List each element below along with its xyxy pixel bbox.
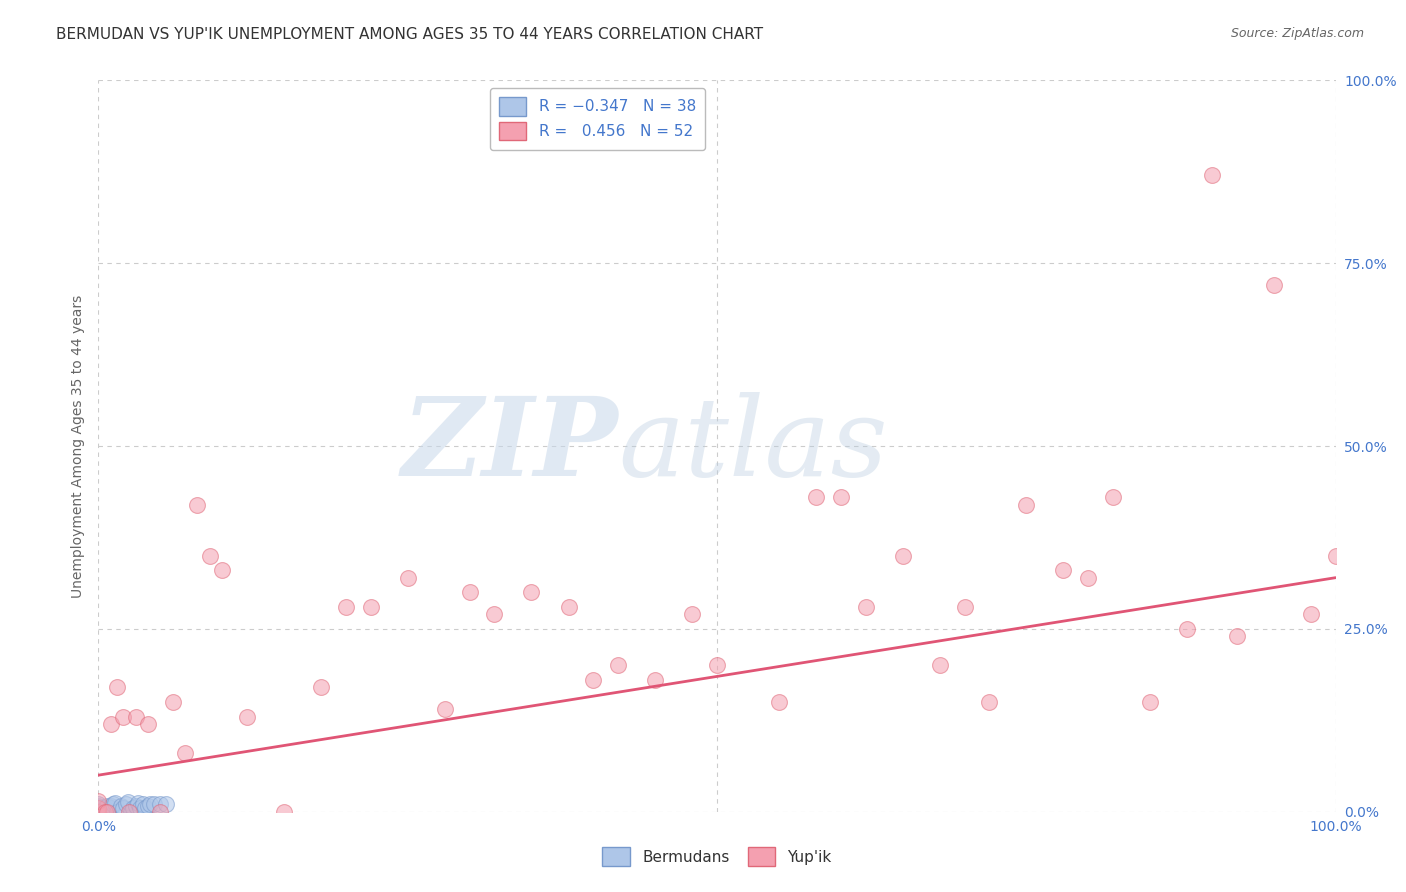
Point bbox=[110, 798, 132, 813]
Point bbox=[93, 801, 115, 815]
Point bbox=[103, 796, 125, 810]
Point bbox=[134, 801, 156, 815]
Point bbox=[100, 801, 122, 815]
Point bbox=[186, 498, 208, 512]
Point bbox=[273, 805, 295, 819]
Point bbox=[105, 681, 128, 695]
Point bbox=[484, 607, 506, 622]
Point bbox=[117, 795, 139, 809]
Point bbox=[87, 801, 110, 815]
Point bbox=[87, 799, 110, 814]
Point bbox=[309, 681, 332, 695]
Point bbox=[114, 797, 136, 812]
Point bbox=[433, 702, 456, 716]
Point bbox=[100, 798, 122, 813]
Point bbox=[87, 805, 110, 819]
Point bbox=[681, 607, 703, 622]
Legend: Bermudans, Yup'ik: Bermudans, Yup'ik bbox=[595, 839, 839, 873]
Text: Source: ZipAtlas.com: Source: ZipAtlas.com bbox=[1230, 27, 1364, 40]
Point bbox=[149, 797, 172, 812]
Point bbox=[132, 797, 155, 812]
Point bbox=[1077, 571, 1099, 585]
Point bbox=[953, 599, 976, 614]
Text: BERMUDAN VS YUP'IK UNEMPLOYMENT AMONG AGES 35 TO 44 YEARS CORRELATION CHART: BERMUDAN VS YUP'IK UNEMPLOYMENT AMONG AG… bbox=[56, 27, 763, 42]
Point bbox=[582, 673, 605, 687]
Point bbox=[1175, 622, 1198, 636]
Point bbox=[122, 801, 145, 815]
Point bbox=[87, 805, 110, 819]
Point bbox=[96, 798, 118, 813]
Point bbox=[87, 797, 110, 812]
Point bbox=[174, 746, 197, 760]
Point bbox=[87, 805, 110, 819]
Text: ZIP: ZIP bbox=[402, 392, 619, 500]
Point bbox=[979, 695, 1001, 709]
Text: atlas: atlas bbox=[619, 392, 887, 500]
Point bbox=[855, 599, 877, 614]
Point bbox=[105, 805, 128, 819]
Y-axis label: Unemployment Among Ages 35 to 44 years: Unemployment Among Ages 35 to 44 years bbox=[72, 294, 86, 598]
Point bbox=[1052, 563, 1074, 577]
Point bbox=[1102, 490, 1125, 504]
Point bbox=[143, 797, 166, 812]
Point bbox=[96, 805, 118, 819]
Point bbox=[87, 801, 110, 815]
Point bbox=[136, 798, 159, 813]
Point bbox=[1201, 169, 1223, 183]
Point bbox=[93, 805, 115, 819]
Point bbox=[1324, 549, 1347, 563]
Point bbox=[87, 805, 110, 819]
Point bbox=[124, 798, 146, 813]
Point bbox=[155, 797, 177, 812]
Point bbox=[1015, 498, 1038, 512]
Point bbox=[87, 805, 110, 819]
Point bbox=[149, 805, 172, 819]
Point bbox=[87, 805, 110, 819]
Point bbox=[139, 797, 162, 812]
Point bbox=[1226, 629, 1249, 643]
Point bbox=[112, 801, 135, 815]
Point bbox=[1263, 278, 1285, 293]
Point bbox=[804, 490, 827, 504]
Point bbox=[1139, 695, 1161, 709]
Point bbox=[458, 585, 481, 599]
Point bbox=[236, 709, 259, 723]
Point bbox=[1299, 607, 1322, 622]
Point bbox=[87, 805, 110, 819]
Point bbox=[129, 801, 152, 815]
Point bbox=[87, 798, 110, 813]
Point bbox=[87, 794, 110, 808]
Point bbox=[607, 658, 630, 673]
Point bbox=[360, 599, 382, 614]
Point bbox=[87, 805, 110, 819]
Point bbox=[644, 673, 666, 687]
Point bbox=[830, 490, 852, 504]
Point bbox=[706, 658, 728, 673]
Point bbox=[396, 571, 419, 585]
Point bbox=[120, 805, 142, 819]
Point bbox=[928, 658, 950, 673]
Point bbox=[87, 805, 110, 819]
Point bbox=[335, 599, 357, 614]
Point bbox=[87, 801, 110, 815]
Point bbox=[112, 709, 135, 723]
Point bbox=[87, 805, 110, 819]
Point bbox=[118, 805, 141, 819]
Point bbox=[520, 585, 543, 599]
Point bbox=[891, 549, 914, 563]
Point bbox=[162, 695, 184, 709]
Point bbox=[136, 717, 159, 731]
Point bbox=[198, 549, 221, 563]
Point bbox=[103, 797, 125, 812]
Point bbox=[768, 695, 790, 709]
Point bbox=[127, 796, 149, 810]
Point bbox=[93, 805, 115, 819]
Point bbox=[557, 599, 579, 614]
Point bbox=[100, 717, 122, 731]
Point bbox=[211, 563, 233, 577]
Point bbox=[124, 709, 146, 723]
